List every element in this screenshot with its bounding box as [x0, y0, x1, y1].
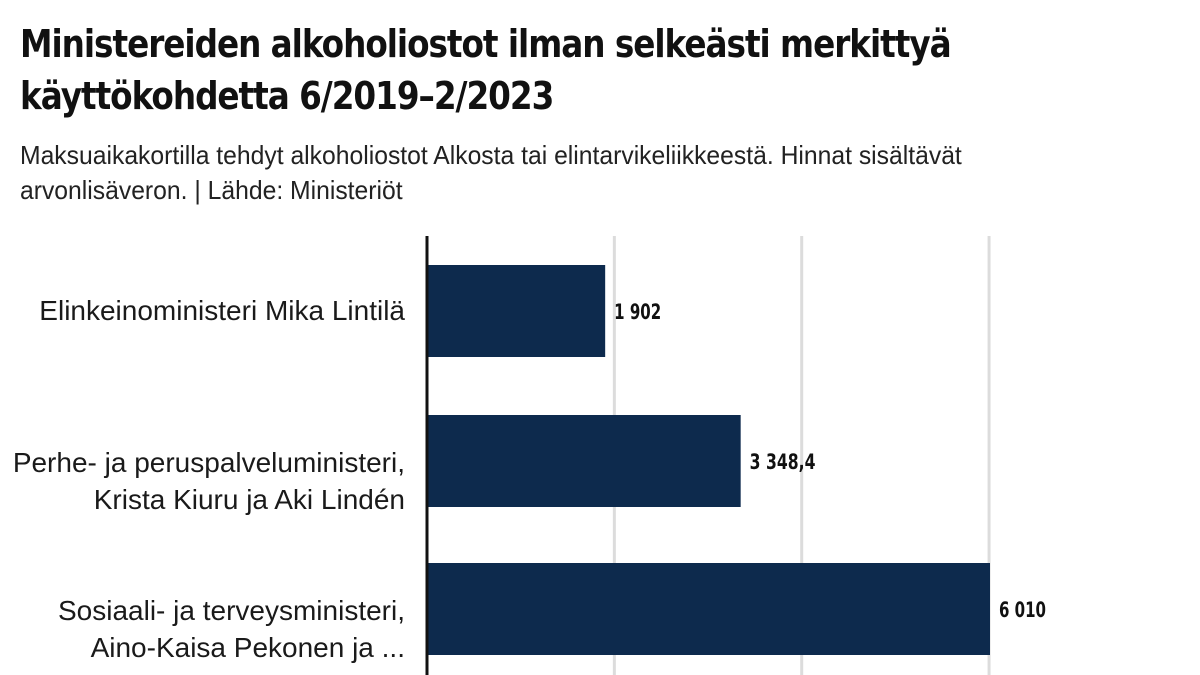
bar-0: [427, 265, 606, 357]
category-label-0: Elinkeinoministeri Mika Lintilä: [39, 295, 405, 326]
value-label-2: 6 010: [999, 598, 1046, 622]
value-label-1: 3 348,4: [750, 450, 816, 474]
chart-subtitle: Maksuaikakortilla tehdyt alkoholiostot A…: [20, 140, 962, 205]
bar-2: [427, 563, 990, 655]
bar-1: [427, 415, 741, 507]
category-label-1: Perhe- ja peruspalveluministeri, Krista …: [12, 447, 405, 515]
value-label-0: 1 902: [614, 300, 661, 324]
category-label-2: Sosiaali- ja terveysministeri, Aino-Kais…: [58, 595, 405, 663]
chart-title: Ministereiden alkoholiostot ilman selkeä…: [20, 22, 952, 118]
